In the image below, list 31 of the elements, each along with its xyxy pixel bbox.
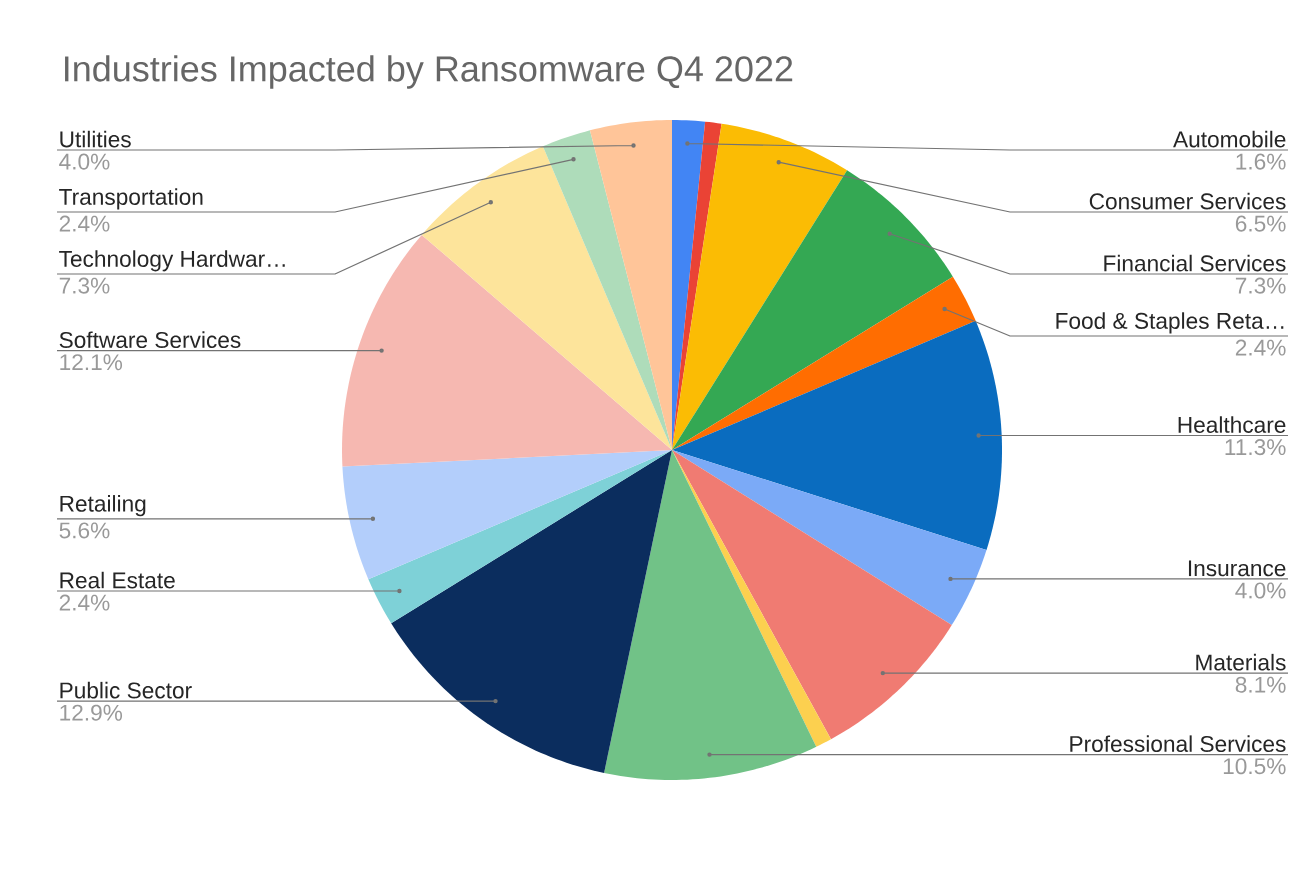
data-label: 7.3% bbox=[1235, 277, 1286, 294]
slice-label: Transportation bbox=[59, 188, 203, 210]
slice-label: Software Services bbox=[59, 331, 241, 349]
slice-label: Materials bbox=[1196, 653, 1286, 671]
slice-label: Insurance bbox=[1188, 560, 1286, 577]
chart-title: Industries Impacted by Ransomware Q4 2022 bbox=[65, 55, 793, 89]
data-label: 1.6% bbox=[1236, 153, 1286, 170]
data-label: 4.0% bbox=[59, 153, 110, 170]
slice-label: Utilities bbox=[60, 130, 131, 148]
slice-label: Financial Services bbox=[1104, 254, 1286, 272]
slice-label: Technology Hardwar… bbox=[59, 250, 285, 272]
data-label: 12.1% bbox=[60, 354, 123, 371]
slice-label: Food & Staples Reta… bbox=[1056, 312, 1284, 334]
slice-label: Public Sector bbox=[60, 681, 192, 699]
data-label: 2.4% bbox=[1235, 339, 1286, 356]
data-label: 6.5% bbox=[1235, 215, 1286, 232]
slice-label: Retailing bbox=[60, 495, 146, 517]
data-label: 2.4% bbox=[59, 594, 110, 611]
data-label: 8.1% bbox=[1235, 676, 1286, 693]
slice-label: Automobile bbox=[1173, 130, 1286, 148]
data-label: 7.3% bbox=[59, 277, 110, 294]
data-label: 11.3% bbox=[1225, 439, 1286, 456]
data-label: 12.9% bbox=[60, 704, 123, 721]
data-label: 5.6% bbox=[59, 522, 110, 539]
data-label: 2.4% bbox=[59, 215, 110, 232]
slice-label: Consumer Services bbox=[1089, 192, 1286, 210]
slice-label: Professional Services bbox=[1070, 735, 1286, 753]
data-label: 10.5% bbox=[1223, 758, 1286, 775]
data-label: 4.0% bbox=[1235, 582, 1286, 599]
slice-label: Real Estate bbox=[60, 571, 175, 589]
slice-label: Healthcare bbox=[1178, 416, 1286, 433]
